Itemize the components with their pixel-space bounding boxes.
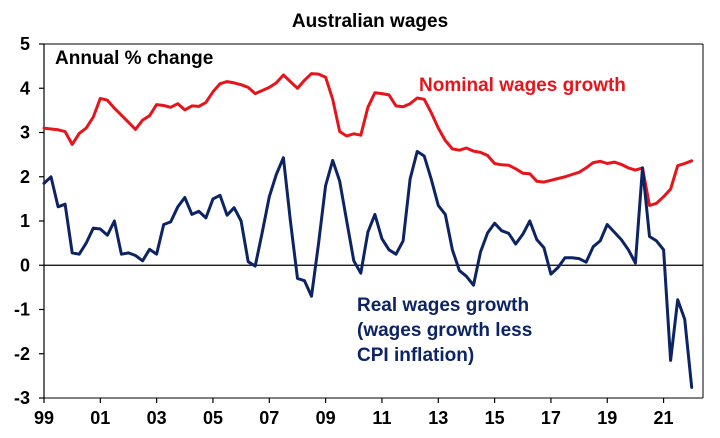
y-tick-label: 3 [20, 123, 30, 143]
y-tick-label: 2 [20, 167, 30, 187]
real-annotation-line1: Real wages growth [357, 295, 529, 316]
x-tick-label: 15 [485, 408, 505, 428]
real-annotation-line3: CPI inflation) [357, 345, 474, 366]
x-tick-label: 09 [316, 408, 336, 428]
x-tick-label: 17 [541, 408, 561, 428]
x-tick-label: 21 [654, 408, 674, 428]
chart-title: Australian wages [292, 11, 448, 32]
y-axis-label: Annual % change [55, 48, 213, 69]
x-tick-label: 07 [259, 408, 279, 428]
nominal-wages-line [42, 72, 694, 207]
x-tick-label: 11 [372, 408, 391, 428]
y-ticks: 5 4 3 2 1 0 -1 -2 -3 [14, 34, 44, 408]
real-wages-line [42, 150, 694, 389]
nominal-annotation: Nominal wages growth [419, 75, 626, 96]
x-tick-label: 99 [34, 408, 54, 428]
y-tick-label: -3 [14, 388, 30, 408]
y-tick-label: 0 [20, 255, 30, 275]
y-tick-label: 4 [20, 78, 30, 98]
y-tick-label: 1 [20, 211, 30, 231]
x-tick-label: 13 [428, 408, 448, 428]
real-annotation-line2: (wages growth less [357, 320, 532, 341]
x-tick-label: 19 [597, 408, 617, 428]
series-lines [42, 72, 694, 389]
x-tick-label: 03 [147, 408, 167, 428]
plot-frame [43, 43, 704, 399]
y-tick-label: 5 [20, 34, 30, 54]
x-ticks: 99 01 03 05 07 09 11 13 15 17 19 21 [34, 398, 674, 428]
x-tick-label: 05 [203, 408, 223, 428]
x-tick-label: 01 [90, 408, 110, 428]
y-tick-label: -2 [14, 344, 30, 364]
y-tick-label: -1 [14, 300, 30, 320]
